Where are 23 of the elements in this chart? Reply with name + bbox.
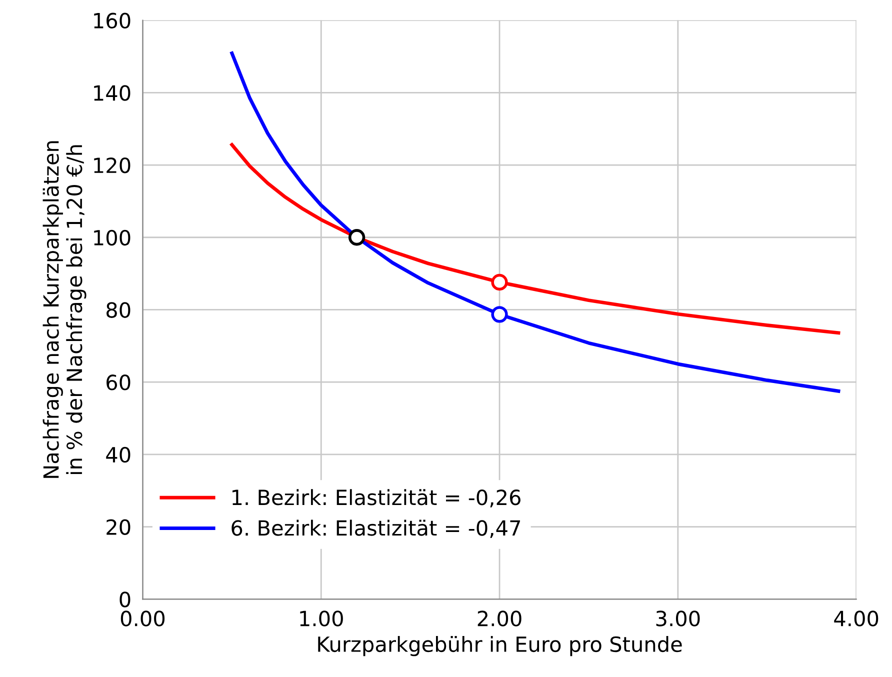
legend-label: 1. Bezirk: Elastizität = -0,26 xyxy=(232,489,520,508)
y-tick-label: 160 xyxy=(94,12,130,29)
y-axis-title: Nachfrage nach Kurzparkplätzen in % der Nachfrage bei 1,20 €/h xyxy=(42,141,86,478)
line-series xyxy=(230,51,840,393)
x-tick-label: 4.00 xyxy=(834,610,878,626)
y-tick-label: 80 xyxy=(106,302,130,318)
x-axis-title: Kurzparkgebühr in Euro pro Stunde xyxy=(318,636,682,656)
y-tick-label: 0 xyxy=(120,592,130,608)
x-tick-label: 3.00 xyxy=(656,610,700,626)
point xyxy=(348,229,366,246)
legend-label: 6. Bezirk: Elastizität = -0,47 xyxy=(232,520,520,538)
y-tick-label: 120 xyxy=(94,157,130,174)
x-tick-label: 0.00 xyxy=(120,610,165,626)
x-tick-label: 1.00 xyxy=(300,610,343,626)
y-tick-label: 60 xyxy=(106,374,130,390)
point xyxy=(491,274,508,291)
y-tick-label: 140 xyxy=(94,85,130,101)
point xyxy=(491,306,508,323)
y-tick-label: 40 xyxy=(106,446,130,463)
x-tick-label: 2.00 xyxy=(478,610,522,626)
y-tick-label: 100 xyxy=(94,230,130,246)
line-series xyxy=(230,143,840,335)
y-tick-label: 20 xyxy=(106,519,130,535)
